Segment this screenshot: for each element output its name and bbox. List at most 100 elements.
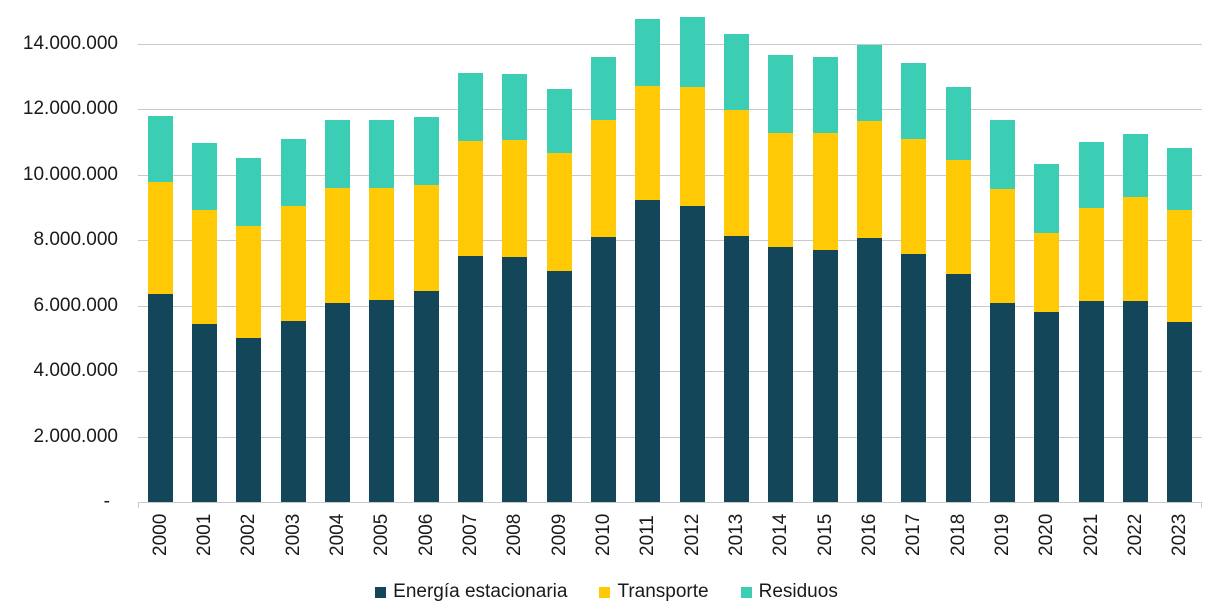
bar-segment-transporte (502, 139, 528, 258)
bar-segment-residuos (192, 143, 217, 211)
bar-2014 (768, 54, 794, 502)
bar-2004 (325, 120, 350, 502)
gridline (138, 436, 1202, 438)
legend-item-energia-estacionaria: Energía estacionaria (375, 581, 567, 603)
bar-segment-residuos (990, 120, 1015, 190)
bar-segment-energ-a-estacionaria (236, 337, 262, 502)
gridline (138, 371, 1202, 373)
x-tick-label: 2000 (149, 513, 171, 556)
bar-segment-residuos (1034, 164, 1060, 233)
bar-segment-residuos (724, 34, 749, 110)
legend-item-transporte: Transporte (599, 581, 709, 603)
bar-segment-transporte (1123, 196, 1148, 302)
bar-segment-residuos (591, 57, 616, 120)
plot-area (138, 11, 1202, 508)
x-tick-label: 2002 (238, 513, 260, 556)
x-tick-label: 2007 (460, 513, 481, 556)
bar-segment-energ-a-estacionaria (546, 270, 572, 502)
legend-item-residuos: Residuos (740, 581, 838, 603)
x-tick-label: 2014 (770, 513, 792, 556)
y-tick-label: - (103, 491, 110, 512)
bar-segment-transporte (192, 210, 217, 325)
bar-segment-transporte (236, 225, 262, 338)
bar-2019 (990, 120, 1015, 502)
x-tick-label: 2021 (1080, 513, 1102, 556)
legend-label: Energía estacionaria (393, 581, 568, 602)
bar-segment-energ-a-estacionaria (192, 324, 217, 502)
bar-segment-transporte (990, 189, 1015, 304)
bar-segment-residuos (147, 115, 173, 182)
x-tick-label: 2017 (903, 513, 925, 556)
x-tick-label: 2016 (859, 513, 880, 556)
bar-segment-residuos (413, 116, 439, 185)
bar-segment-energ-a-estacionaria (591, 236, 616, 502)
bar-segment-residuos (945, 87, 971, 160)
bar-segment-transporte (458, 140, 483, 256)
bar-segment-transporte (546, 152, 572, 271)
bar-segment-energ-a-estacionaria (635, 199, 661, 502)
y-tick-label: 4.000.000 (33, 360, 118, 382)
bar-2010 (591, 57, 616, 502)
bar-2001 (192, 143, 217, 502)
bar-segment-transporte (280, 206, 306, 321)
bar-segment-transporte (724, 109, 749, 236)
y-tick-label: 10.000.000 (22, 163, 118, 185)
bar-segment-energ-a-estacionaria (990, 303, 1015, 502)
bar-segment-residuos (768, 54, 794, 133)
bar-segment-energ-a-estacionaria (458, 255, 483, 502)
x-tick-label: 2011 (637, 515, 659, 556)
bar-segment-energ-a-estacionaria (1034, 312, 1060, 502)
x-tick-label: 2010 (593, 513, 614, 556)
x-tick-label: 2005 (371, 513, 393, 556)
bar-segment-residuos (901, 63, 927, 139)
bar-segment-transporte (147, 181, 173, 295)
bar-segment-energ-a-estacionaria (812, 249, 838, 502)
bar-2005 (369, 120, 395, 502)
legend-label: Residuos (758, 581, 838, 602)
bar-segment-transporte (857, 121, 882, 239)
x-tick-label: 2006 (415, 513, 437, 556)
bar-segment-residuos (1078, 141, 1104, 209)
x-tick-label: 2001 (194, 513, 215, 556)
bar-segment-energ-a-estacionaria (325, 303, 350, 502)
bar-segment-energ-a-estacionaria (147, 294, 173, 502)
bar-segment-energ-a-estacionaria (901, 253, 927, 502)
bar-segment-residuos (546, 88, 572, 153)
bar-segment-residuos (812, 56, 838, 134)
bar-2009 (546, 88, 572, 502)
bar-2016 (857, 44, 882, 502)
bar-segment-transporte (812, 133, 838, 250)
legend-swatch-icon (599, 586, 611, 598)
bar-segment-transporte (901, 138, 927, 254)
bar-segment-transporte (945, 159, 971, 275)
bar-segment-transporte (591, 120, 616, 237)
bar-segment-residuos (857, 44, 882, 122)
bar-segment-energ-a-estacionaria (369, 299, 395, 502)
axis-tick (138, 502, 139, 508)
bar-segment-energ-a-estacionaria (413, 291, 439, 502)
x-axis-line (138, 502, 1202, 503)
gridline (138, 174, 1202, 176)
x-axis: 2000 2001 2002 2003 2004 2005 2006 2007 2008 2009… (138, 508, 1202, 564)
y-tick-label: 2.000.000 (33, 425, 118, 447)
bar-segment-energ-a-estacionaria (1078, 301, 1104, 502)
bar-2015 (812, 56, 838, 503)
bar-segment-energ-a-estacionaria (945, 274, 971, 502)
bar-2020 (1034, 164, 1060, 502)
y-tick-label: 6.000.000 (33, 294, 118, 316)
bar-2003 (280, 139, 306, 502)
bar-2008 (502, 74, 528, 502)
y-tick-label: 12.000.000 (22, 98, 118, 120)
bar-2012 (679, 16, 705, 502)
bar-2017 (901, 63, 927, 502)
bar-segment-residuos (369, 120, 395, 188)
legend: Energía estacionaria Transporte Residuos (0, 577, 1213, 607)
bar-2023 (1167, 148, 1193, 502)
bar-segment-transporte (768, 132, 794, 247)
y-tick-label: 8.000.000 (33, 229, 118, 251)
bar-segment-energ-a-estacionaria (1123, 301, 1148, 502)
bar-segment-energ-a-estacionaria (679, 206, 705, 502)
bar-segment-residuos (236, 157, 262, 226)
bar-2021 (1078, 141, 1104, 502)
